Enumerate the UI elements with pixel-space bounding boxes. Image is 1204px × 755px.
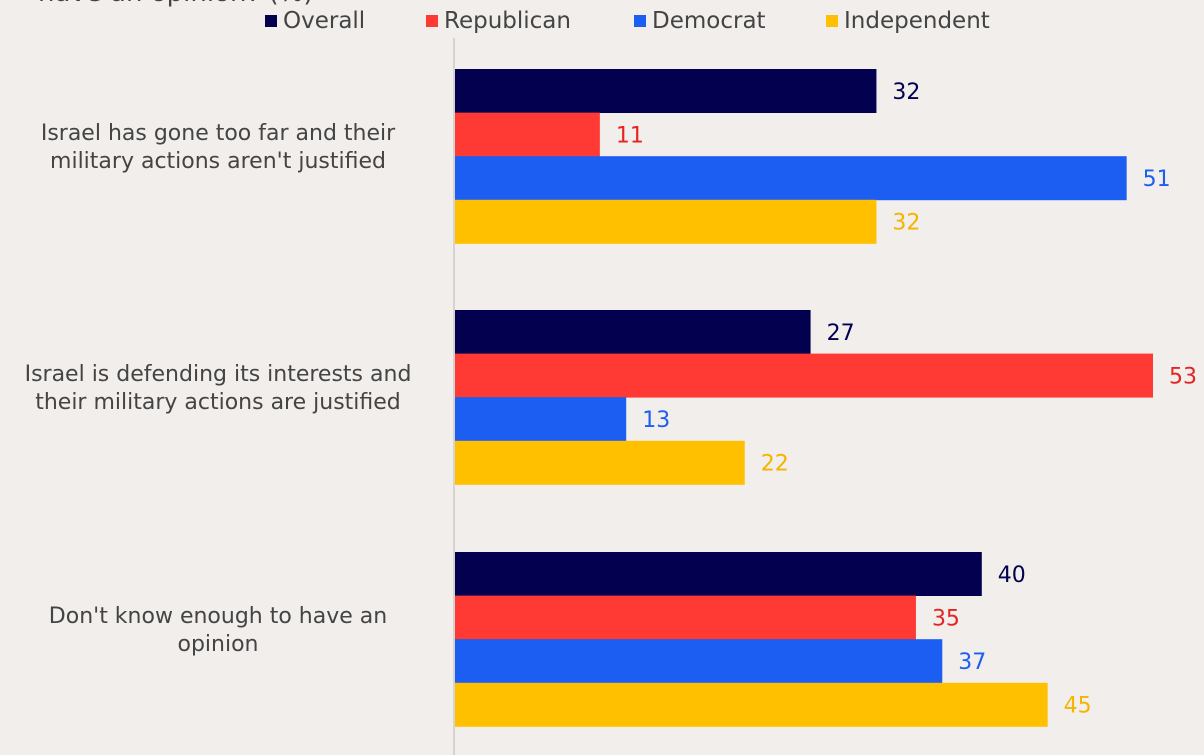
data-label: 37 bbox=[958, 650, 986, 675]
bar-overall bbox=[455, 69, 877, 113]
legend-label: Republican bbox=[444, 8, 571, 34]
category-label: Israel has gone too far and their militar… bbox=[41, 121, 396, 174]
category-label: Don't know enough to have an opinion bbox=[49, 604, 387, 657]
bar-republican bbox=[455, 112, 600, 157]
legend-label: Independent bbox=[844, 8, 990, 34]
legend-item-democrat: Democrat bbox=[634, 8, 766, 34]
legend-item-republican: Republican bbox=[426, 8, 571, 34]
bar-independent bbox=[455, 682, 1048, 727]
data-label: 45 bbox=[1064, 694, 1092, 719]
data-label: 32 bbox=[892, 211, 920, 236]
legend-label: Overall bbox=[283, 8, 366, 34]
legend-swatch bbox=[634, 15, 646, 27]
legend: Overall Republican Democrat Independent bbox=[0, 8, 1204, 38]
bar-overall bbox=[455, 310, 811, 354]
data-label: 27 bbox=[827, 321, 855, 346]
legend-swatch bbox=[426, 15, 438, 27]
bar-democrat bbox=[455, 156, 1127, 201]
legend-item-independent: Independent bbox=[826, 8, 990, 34]
bar-independent bbox=[455, 440, 745, 485]
legend-swatch bbox=[826, 15, 838, 27]
bar-democrat bbox=[455, 639, 943, 684]
data-label: 13 bbox=[642, 408, 670, 433]
data-label: 53 bbox=[1169, 364, 1197, 389]
bar-republican bbox=[455, 595, 916, 640]
bar-independent bbox=[455, 199, 877, 244]
data-label: 51 bbox=[1143, 167, 1171, 192]
data-label: 11 bbox=[616, 123, 644, 148]
bar-overall bbox=[455, 552, 982, 596]
chart-title: have an opinion? (%) bbox=[38, 0, 314, 8]
legend-item-overall: Overall bbox=[265, 8, 365, 34]
category-label: Israel is defending its interests and the… bbox=[25, 362, 412, 415]
bar-democrat bbox=[455, 397, 627, 442]
data-label: 40 bbox=[998, 563, 1026, 588]
bar-republican bbox=[455, 353, 1153, 398]
data-label: 22 bbox=[761, 452, 789, 477]
data-label: 32 bbox=[892, 80, 920, 105]
legend-label: Democrat bbox=[652, 8, 766, 34]
legend-swatch bbox=[265, 15, 277, 27]
data-label: 35 bbox=[932, 606, 960, 631]
